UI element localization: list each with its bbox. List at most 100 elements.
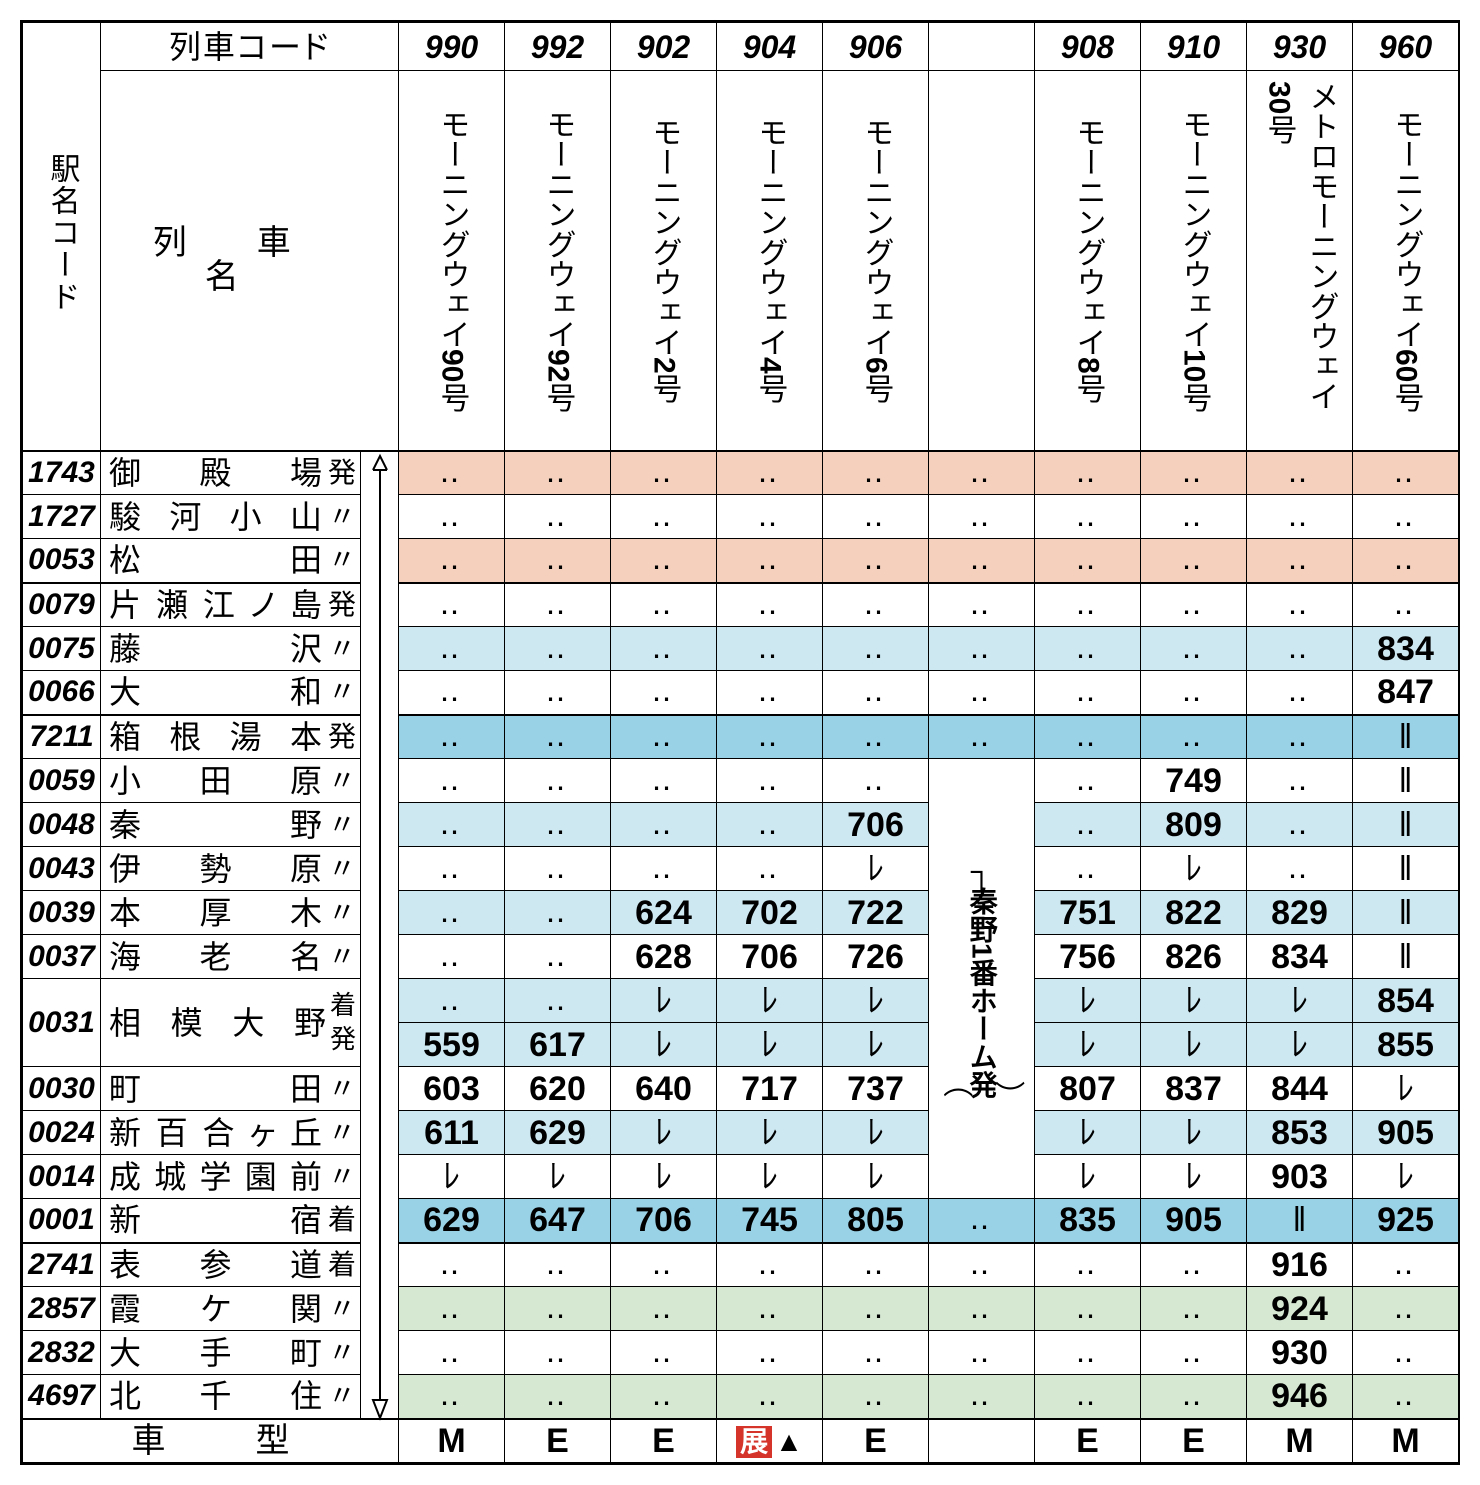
train-code-0: 990 [399,23,505,71]
time-cell: ﾚ [1035,979,1141,1023]
time-cell: 930 [1247,1331,1353,1375]
station-row: 2857霞ケ関〃‥‥‥‥‥‥‥‥924‥ [23,1287,1459,1331]
time-cell: 702 [717,891,823,935]
time-cell: ‥ [399,451,505,495]
train-name-text-2: モーニングウェイ [648,117,681,357]
time-cell: ﾚ [1035,1111,1141,1155]
train-code-label: 列車コード [101,23,399,71]
train-suffix-6: 号 [1072,374,1105,404]
time-cell: 706 [717,935,823,979]
train-name-text-0: モーニングウェイ [436,109,469,349]
station-code: 4697 [23,1375,101,1419]
train-code-7: 910 [1141,23,1247,71]
station-row: 0066大和〃‥‥‥‥‥‥‥‥‥847 [23,671,1459,715]
time-cell: 854 [1353,979,1459,1023]
time-cell: ‥ [611,1331,717,1375]
time-cell: ‥ [929,671,1035,715]
station-suffix: 〃 [326,678,356,706]
time-cell: ‥ [399,1287,505,1331]
station-name: 御殿場 [109,457,326,489]
station-suffix: 〃 [326,1339,356,1367]
station-name: 成城学園前 [109,1161,326,1193]
time-cell: ‥ [611,539,717,583]
time-cell: 611 [399,1111,505,1155]
station-name-cell: 新百合ヶ丘〃 [101,1111,361,1155]
time-cell: ﾚ [1353,1067,1459,1111]
station-name-cell: 松田〃 [101,539,361,583]
time-cell: ﾚ [1035,1023,1141,1067]
time-cell: ‥ [505,627,611,671]
time-cell: ‖ [1353,847,1459,891]
station-name-cell: 新宿着 [101,1199,361,1243]
time-cell: 722 [823,891,929,935]
time-cell: ‥ [717,1243,823,1287]
time-cell: ‥ [1353,1331,1459,1375]
time-cell: ‥ [717,495,823,539]
time-cell: ‥ [611,759,717,803]
train-name-label: 列 車 名 [101,71,361,451]
station-name-cell: 町田〃 [101,1067,361,1111]
time-cell: ﾚ [1141,1023,1247,1067]
station-row: 0079片瀬江ノ島発‥‥‥‥‥‥‥‥‥‥ [23,583,1459,627]
station-row: 0039本厚木〃‥‥624702722751822829‖ [23,891,1459,935]
time-cell: ‥ [1141,1287,1247,1331]
time-cell: ﾚ [611,1155,717,1199]
train-num-7: 10 [1178,349,1211,382]
time-cell: ‖ [1353,935,1459,979]
time-cell: ‥ [929,495,1035,539]
time-cell: 822 [1141,891,1247,935]
train-num-0: 90 [436,349,469,382]
train-name-9: モーニングウェイ60号 [1353,71,1459,451]
time-cell: ‥ [505,715,611,759]
time-cell: 807 [1035,1067,1141,1111]
train-num-3: 4 [754,357,787,374]
station-code: 2832 [23,1331,101,1375]
car-type-label: 車型 [23,1419,399,1463]
station-code: 0079 [23,583,101,627]
time-cell: ‥ [505,803,611,847]
station-name: 本厚木 [109,897,326,929]
time-cell: ‥ [611,847,717,891]
time-cell: ‥ [1035,803,1141,847]
station-name: 大手町 [109,1337,326,1369]
time-cell: ‥ [1035,1243,1141,1287]
station-suffix: 着 [326,1206,356,1234]
car-type-9: M [1353,1419,1459,1463]
time-cell: ﾚ [1141,1155,1247,1199]
station-row: 0059小田原〃‥‥‥‥‥┐（秦野1番ホーム発）‥749‥‖ [23,759,1459,803]
time-cell: ‥ [717,451,823,495]
time-cell: ‥ [1035,495,1141,539]
time-cell: ‥ [1247,847,1353,891]
station-name: 秦野 [109,809,326,841]
header-train-names: 列 車 名 モーニングウェイ90号 モーニングウェイ92号 モーニングウェイ2号… [23,71,1459,451]
time-cell: ‥ [505,935,611,979]
time-cell: 617 [505,1023,611,1067]
station-row: 0053松田〃‥‥‥‥‥‥‥‥‥‥ [23,539,1459,583]
time-cell: 749 [1141,759,1247,803]
time-cell: ﾚ [717,979,823,1023]
station-code: 7211 [23,715,101,759]
time-cell: ‥ [717,759,823,803]
time-cell: ‥ [1035,1287,1141,1331]
station-name-cell: 御殿場発 [101,451,361,495]
station-name: 藤沢 [109,633,326,665]
station-name-cell: 本厚木〃 [101,891,361,935]
station-name: 大和 [109,676,326,708]
station-suffix: 〃 [326,1382,356,1410]
time-cell: ﾚ [1247,1023,1353,1067]
time-cell: ﾚ [611,1023,717,1067]
station-name-cell: 北千住〃 [101,1375,361,1419]
time-cell: 834 [1353,627,1459,671]
time-cell: ‥ [399,539,505,583]
time-cell: 855 [1353,1023,1459,1067]
station-row: 0043伊勢原〃‥‥‥‥ﾚ‥ﾚ‥‖ [23,847,1459,891]
train-code-6: 908 [1035,23,1141,71]
time-cell: ‥ [1035,1375,1141,1419]
time-cell: ‥ [505,1243,611,1287]
time-cell: ﾚ [1141,1111,1247,1155]
time-cell: ‥ [929,1287,1035,1331]
time-cell: ‥ [1247,495,1353,539]
train-suffix-7: 号 [1178,382,1211,412]
time-cell: ‥ [1353,1287,1459,1331]
station-suffix: 発 [330,1023,356,1057]
